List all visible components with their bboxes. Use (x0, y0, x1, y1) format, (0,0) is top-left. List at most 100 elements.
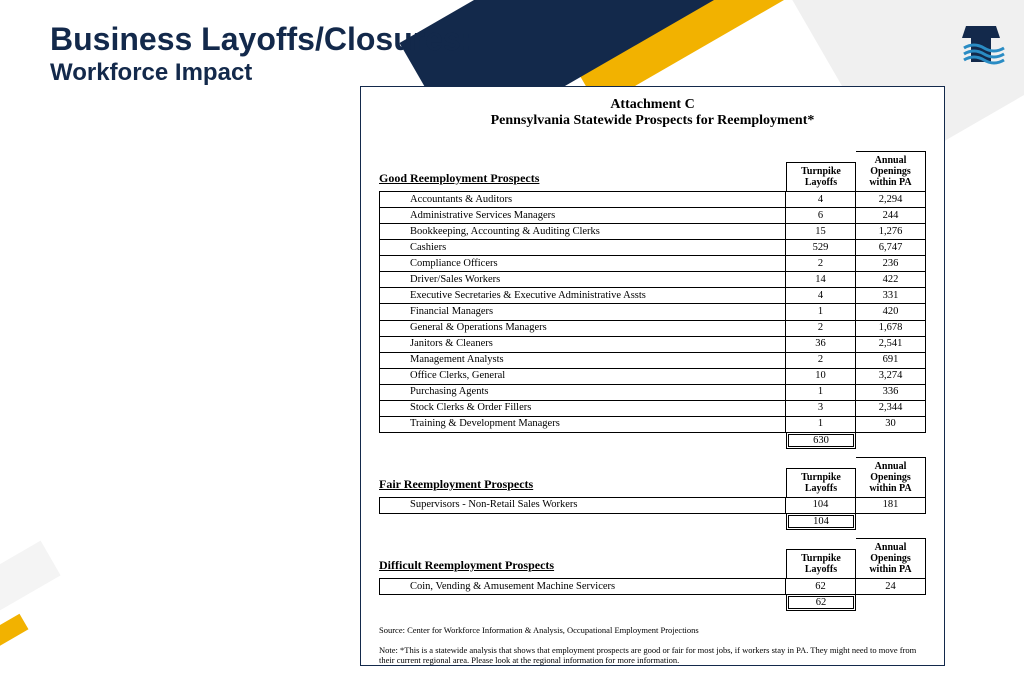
cell-openings: 24 (856, 579, 926, 595)
cell-openings: 244 (856, 208, 926, 224)
cell-occupation: Purchasing Agents (380, 384, 786, 400)
section-header-row: Fair Reemployment ProspectsTurnpike Layo… (379, 457, 926, 498)
table-row: Compliance Officers2236 (380, 256, 926, 272)
section-label: Difficult Reemployment Prospects (379, 558, 786, 579)
col-header-openings: Annual Openings within PA (856, 151, 926, 192)
cell-openings: 1,678 (856, 320, 926, 336)
table-row: Driver/Sales Workers14422 (380, 272, 926, 288)
cell-occupation: General & Operations Managers (380, 320, 786, 336)
cell-occupation: Office Clerks, General (380, 368, 786, 384)
prospects-section: Fair Reemployment ProspectsTurnpike Layo… (379, 457, 926, 530)
cell-occupation: Driver/Sales Workers (380, 272, 786, 288)
decor-bottom-gold (0, 614, 28, 675)
cell-layoffs: 36 (786, 336, 856, 352)
table-row: General & Operations Managers21,678 (380, 320, 926, 336)
prospects-table: Supervisors - Non-Retail Sales Workers10… (379, 497, 926, 514)
section-total-row: 62 (379, 594, 926, 611)
section-label: Fair Reemployment Prospects (379, 477, 786, 498)
cell-layoffs: 4 (786, 192, 856, 208)
table-row: Executive Secretaries & Executive Admini… (380, 288, 926, 304)
section-header-row: Difficult Reemployment ProspectsTurnpike… (379, 538, 926, 579)
table-row: Bookkeeping, Accounting & Auditing Clerk… (380, 224, 926, 240)
slide-title-main: Business Layoffs/Closures: (50, 22, 471, 57)
cell-openings: 30 (856, 416, 926, 432)
section-total-row: 104 (379, 513, 926, 530)
cell-layoffs: 62 (786, 579, 856, 595)
section-total-value: 630 (786, 432, 856, 449)
cell-layoffs: 14 (786, 272, 856, 288)
prospects-section: Difficult Reemployment ProspectsTurnpike… (379, 538, 926, 611)
table-row: Cashiers5296,747 (380, 240, 926, 256)
cell-layoffs: 6 (786, 208, 856, 224)
col-header-openings: Annual Openings within PA (856, 457, 926, 498)
table-row: Administrative Services Managers6244 (380, 208, 926, 224)
doc-heading: Pennsylvania Statewide Prospects for Ree… (379, 113, 926, 129)
doc-attachment-label: Attachment C (379, 97, 926, 113)
cell-occupation: Accountants & Auditors (380, 192, 786, 208)
col-header-layoffs: Turnpike Layoffs (786, 468, 856, 498)
table-row: Accountants & Auditors42,294 (380, 192, 926, 208)
table-row: Office Clerks, General103,274 (380, 368, 926, 384)
cell-layoffs: 10 (786, 368, 856, 384)
cell-occupation: Management Analysts (380, 352, 786, 368)
cell-openings: 181 (856, 497, 926, 513)
cell-openings: 2,541 (856, 336, 926, 352)
section-total-value: 104 (786, 513, 856, 530)
cell-layoffs: 2 (786, 256, 856, 272)
cell-occupation: Janitors & Cleaners (380, 336, 786, 352)
cell-openings: 236 (856, 256, 926, 272)
col-header-layoffs: Turnpike Layoffs (786, 549, 856, 579)
table-row: Financial Managers1420 (380, 304, 926, 320)
table-row: Supervisors - Non-Retail Sales Workers10… (380, 497, 926, 513)
cell-occupation: Stock Clerks & Order Fillers (380, 400, 786, 416)
cell-occupation: Compliance Officers (380, 256, 786, 272)
section-total-row: 630 (379, 432, 926, 449)
doc-note: Note: *This is a statewide analysis that… (379, 645, 926, 665)
table-row: Management Analysts2691 (380, 352, 926, 368)
table-row: Coin, Vending & Amusement Machine Servic… (380, 579, 926, 595)
cell-occupation: Supervisors - Non-Retail Sales Workers (380, 497, 786, 513)
cell-openings: 1,276 (856, 224, 926, 240)
section-header-row: Good Reemployment ProspectsTurnpike Layo… (379, 151, 926, 192)
cell-openings: 691 (856, 352, 926, 368)
cell-layoffs: 2 (786, 320, 856, 336)
cell-openings: 336 (856, 384, 926, 400)
cell-openings: 420 (856, 304, 926, 320)
prospects-section: Good Reemployment ProspectsTurnpike Layo… (379, 151, 926, 449)
cell-occupation: Coin, Vending & Amusement Machine Servic… (380, 579, 786, 595)
slide-title-sub: Workforce Impact (50, 59, 471, 87)
table-row: Janitors & Cleaners362,541 (380, 336, 926, 352)
doc-source: Source: Center for Workforce Information… (379, 625, 926, 635)
table-row: Purchasing Agents1336 (380, 384, 926, 400)
section-total-value: 62 (786, 594, 856, 611)
cell-occupation: Cashiers (380, 240, 786, 256)
col-header-openings: Annual Openings within PA (856, 538, 926, 579)
cell-layoffs: 1 (786, 304, 856, 320)
cell-layoffs: 15 (786, 224, 856, 240)
attachment-document: Attachment C Pennsylvania Statewide Pros… (360, 86, 945, 666)
slide-title-block: Business Layoffs/Closures: Workforce Imp… (50, 22, 471, 87)
cell-openings: 3,274 (856, 368, 926, 384)
cell-openings: 2,344 (856, 400, 926, 416)
table-row: Training & Development Managers130 (380, 416, 926, 432)
cell-layoffs: 1 (786, 416, 856, 432)
table-row: Stock Clerks & Order Fillers32,344 (380, 400, 926, 416)
prospects-table: Coin, Vending & Amusement Machine Servic… (379, 578, 926, 595)
cell-openings: 422 (856, 272, 926, 288)
section-label: Good Reemployment Prospects (379, 171, 786, 192)
cell-occupation: Bookkeeping, Accounting & Auditing Clerk… (380, 224, 786, 240)
cell-openings: 6,747 (856, 240, 926, 256)
cell-layoffs: 529 (786, 240, 856, 256)
prospects-table: Accountants & Auditors42,294Administrati… (379, 191, 926, 433)
col-header-layoffs: Turnpike Layoffs (786, 162, 856, 192)
cell-occupation: Financial Managers (380, 304, 786, 320)
cell-occupation: Training & Development Managers (380, 416, 786, 432)
cell-layoffs: 1 (786, 384, 856, 400)
cell-openings: 331 (856, 288, 926, 304)
cell-occupation: Executive Secretaries & Executive Admini… (380, 288, 786, 304)
cell-occupation: Administrative Services Managers (380, 208, 786, 224)
cell-openings: 2,294 (856, 192, 926, 208)
cell-layoffs: 4 (786, 288, 856, 304)
pa-keystone-logo (956, 18, 1006, 68)
cell-layoffs: 104 (786, 497, 856, 513)
